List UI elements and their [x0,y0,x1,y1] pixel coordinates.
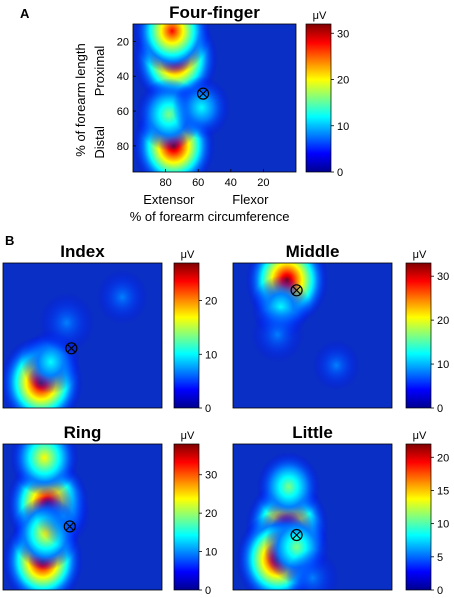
x-tick-label: 20 [257,177,269,189]
colorbar-tick-label: 20 [205,508,217,520]
colorbar-unit: μV [313,10,327,22]
plot-border [2,262,163,409]
y-tick-label: 80 [117,141,129,153]
plot-border [2,443,163,591]
colorbar-tick-label: 0 [437,585,443,597]
colorbar-tick-label: 30 [205,470,217,482]
colorbar-gradient [305,23,332,173]
colorbar-gradient [405,443,432,591]
colorbar: μV 0 10 20 30 [173,430,217,597]
panel-ring: Ring μV 0 10 20 30 [2,423,217,597]
panel-little: Little μV 0 5 10 15 20 [232,423,449,597]
heatmap-field [3,444,91,590]
heatmap-hotspot [96,269,149,325]
plot-border [232,262,393,409]
heatmap-hotspot [38,292,95,353]
y-region-label-distal: Distal [92,126,107,159]
heatmap-hotspot [285,549,340,590]
electrode-marker [290,284,303,297]
colorbar-tick-label: 20 [205,296,217,308]
colorbar-tick-label: 10 [437,359,449,371]
heatmap-field [236,451,340,590]
colorbar-tick-label: 0 [205,585,211,597]
panel-a-label: A [20,6,30,21]
electrode-marker [196,87,210,100]
colorbar-unit: μV [413,249,427,261]
colorbar-tick-label: 20 [437,452,449,464]
electrode-marker [63,520,76,533]
colorbar-tick-label: 30 [437,271,449,283]
heatmap-field [245,263,361,391]
x-axis-label: % of forearm circumference [130,209,290,224]
heatmap-hotspot [133,24,211,74]
plot-border [232,443,393,591]
heatmap-field [3,269,149,408]
colorbar-gradient [173,443,200,591]
chart-title: Little [292,423,333,442]
colorbar-tick-label: 5 [437,552,443,564]
colorbar-gradient [405,262,432,409]
colorbar: μV 0 10 20 30 [405,249,449,415]
panel-index: Index μV 0 10 20 [2,242,217,415]
colorbar-tick-label: 15 [437,485,449,497]
colorbar-tick-label: 0 [205,403,211,415]
colorbar-gradient [173,262,200,409]
heatmap-hotspot [10,444,79,496]
heatmap-field [133,24,231,172]
electrode-marker [290,528,303,542]
y-tick-label: 40 [117,71,129,83]
chart-title: Four-finger [169,3,260,22]
heatmap-hotspot [256,451,321,522]
electrode-marker [65,342,78,355]
panel-four-finger: Four-finger μV 0 10 20 30 80 60 40 20 20 40 60 80 Exte… [73,3,349,224]
y-tick-label: 20 [117,36,129,48]
colorbar-tick-label: 10 [337,121,349,133]
heatmap-hotspot [36,486,91,546]
y-region-label-proximal: Proximal [92,46,107,97]
y-tick-label: 60 [117,106,129,118]
x-region-label-extensor: Extensor [143,192,195,207]
chart-title: Ring [64,423,102,442]
colorbar: μV 0 10 20 30 [305,10,349,179]
colorbar: μV 0 10 20 [173,249,217,415]
plot-border [132,23,297,173]
colorbar-tick-label: 10 [437,519,449,531]
colorbar: μV 0 5 10 15 20 [405,430,449,597]
axes: 80 60 40 20 20 40 60 80 Extensor Flexor % of forea… [73,36,289,224]
heatmap-hotspot [251,306,304,363]
panel-b-label: B [5,233,14,248]
colorbar-tick-label: 10 [205,349,217,361]
colorbar-unit: μV [413,430,427,442]
colorbar-tick-label: 20 [337,75,349,87]
x-tick-label: 60 [192,177,204,189]
colorbar-tick-label: 20 [437,315,449,327]
x-tick-label: 80 [159,177,171,189]
chart-title: Middle [286,242,340,261]
x-tick-label: 40 [225,177,237,189]
heatmap-hotspot [172,76,231,139]
colorbar-tick-label: 0 [337,167,343,179]
colorbar-unit: μV [181,249,195,261]
colorbar-unit: μV [181,430,195,442]
panel-middle: Middle μV 0 10 20 30 [232,242,449,415]
x-region-label-flexor: Flexor [232,192,269,207]
y-axis-label: % of forearm length [73,43,88,156]
heatmap-hotspot [312,340,361,391]
colorbar-tick-label: 0 [437,403,443,415]
colorbar-tick-label: 10 [205,547,217,559]
chart-title: Index [60,242,105,261]
colorbar-tick-label: 30 [337,28,349,40]
